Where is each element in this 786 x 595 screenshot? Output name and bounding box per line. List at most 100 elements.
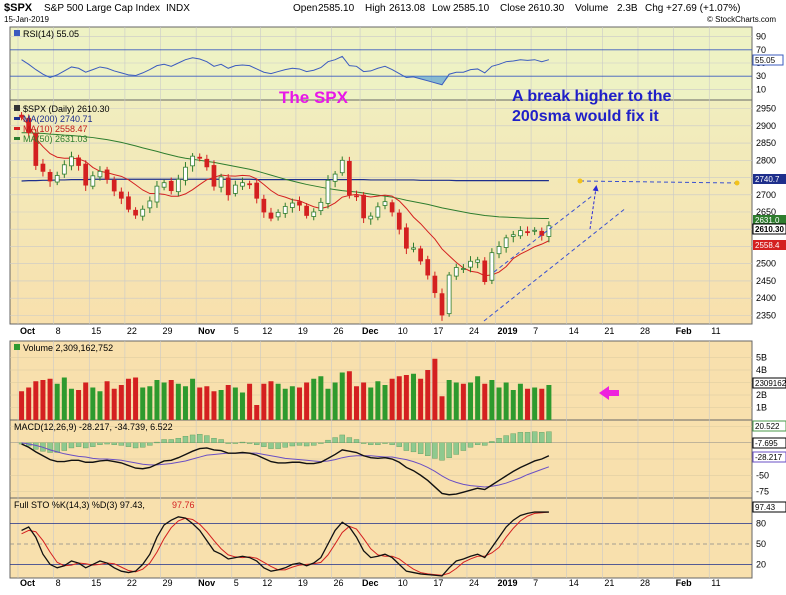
candle-body (175, 178, 181, 193)
close-value: 2610.30 (528, 3, 565, 14)
rsi-panel-bg (9, 26, 753, 101)
candle-body (133, 209, 138, 216)
candle-body (482, 260, 488, 283)
volume-bar (446, 380, 452, 420)
x-tick-label-lower: 19 (298, 578, 308, 588)
candle-body (218, 176, 224, 188)
macd-histogram-bar (482, 442, 488, 446)
volume-bar (532, 387, 538, 420)
volume-bar (168, 380, 174, 420)
x-tick-label-lower: 26 (334, 578, 344, 588)
volume-bar (104, 381, 110, 420)
trend-channel-lower (483, 207, 627, 322)
volume-bar (296, 387, 302, 420)
macd-histogram-bar (353, 439, 360, 443)
annotation-line-1: A break higher to the (512, 88, 672, 105)
macd-line-tag-text: -7.695 (755, 439, 778, 448)
volume-bar (111, 388, 117, 420)
volume-bar (354, 386, 359, 420)
candle-body (268, 212, 274, 219)
volume-bar (182, 386, 188, 420)
ma10-value-tag: 2558.4 (753, 240, 786, 250)
macd-histogram-bar (225, 442, 231, 444)
open-label: Open (293, 3, 317, 14)
candle-body (347, 160, 352, 196)
x-tick-label-upper: 10 (398, 326, 408, 336)
stockcharts-logo: © StockCharts.com (707, 15, 776, 24)
rsi-line (21, 55, 550, 86)
x-tick-label-upper: 29 (163, 326, 173, 336)
macd-histogram-bar (175, 438, 182, 443)
volume-bar (261, 383, 267, 420)
volume-bar (204, 386, 210, 420)
candle-body (525, 231, 530, 234)
candle-body (83, 163, 89, 186)
x-tick-label-upper: Dec (362, 326, 379, 336)
price-y-tick: 2500 (756, 259, 776, 269)
macd-histogram-bar (189, 434, 196, 443)
ma200-legend-text: MA(200) 2740.71 (23, 114, 93, 124)
x-tick-label-upper: Oct (20, 326, 35, 336)
sto-panel (21, 511, 549, 577)
candle-body (404, 227, 409, 249)
price-y-tick: 2800 (756, 155, 776, 165)
x-tick-label-lower: 5 (234, 578, 239, 588)
volume-bar (304, 382, 310, 420)
volume-bar (232, 387, 238, 420)
x-tick-label-upper: 15 (91, 326, 101, 336)
macd-histogram-bar (111, 442, 117, 445)
macd-histogram-bar (496, 438, 502, 443)
x-tick-label-lower: 21 (604, 578, 614, 588)
candle-body (503, 237, 509, 248)
macd-histogram-bar (282, 442, 288, 448)
candle-body (446, 274, 452, 315)
macd-hist-value-tag: 20.522 (752, 420, 786, 432)
volume-bar (382, 385, 388, 420)
close-value-tag: 2610.30 (752, 223, 786, 235)
candle-body (297, 201, 302, 206)
high-label: High (365, 3, 386, 14)
macd-histogram-bar (303, 442, 310, 447)
volume-bar (311, 378, 317, 420)
ma50-line (21, 132, 549, 220)
x-tick-label-upper: 14 (569, 326, 579, 336)
candle-body (154, 185, 160, 203)
volume-bar (546, 385, 552, 420)
macd-histogram-bar (97, 442, 103, 445)
volume-label: Volume (575, 3, 609, 14)
candle-body (104, 169, 110, 180)
candle-body (261, 198, 267, 213)
candle-body (247, 183, 252, 186)
volume-tag-text: 2309162752 (755, 379, 786, 388)
macd-panel (18, 431, 552, 496)
candle-body (47, 171, 53, 182)
volume-bar (411, 373, 416, 420)
candle-body (90, 175, 96, 187)
rsi-legend-swatch (14, 30, 20, 36)
candle-body (19, 114, 24, 118)
open-value: 2585.10 (318, 3, 355, 14)
candle-body (232, 184, 238, 194)
macd-histogram-bar (503, 435, 509, 443)
chg-label: Chg (645, 3, 663, 14)
candle-body (254, 182, 260, 199)
candle-body (76, 157, 81, 166)
candle-body (318, 201, 324, 212)
macd-line-tag-box (752, 437, 786, 449)
chg-value: +27.69 (+1.07%) (666, 3, 741, 14)
x-tick-label-lower: 17 (433, 578, 443, 588)
sto-k-line (21, 511, 549, 577)
rsi-panel (10, 36, 752, 90)
volume-bar (54, 383, 60, 420)
annotation-title: The SPX (279, 88, 349, 107)
macd-histogram-bar (132, 442, 139, 449)
macd-histogram-bar (453, 442, 459, 455)
candle-body (118, 191, 124, 199)
volume-bar (482, 383, 488, 420)
macd-histogram-bar (474, 442, 481, 445)
x-tick-label-upper: 8 (56, 326, 61, 336)
macd-histogram-bar (375, 442, 381, 445)
candle-body (204, 158, 210, 168)
macd-histogram-bar (154, 441, 160, 444)
